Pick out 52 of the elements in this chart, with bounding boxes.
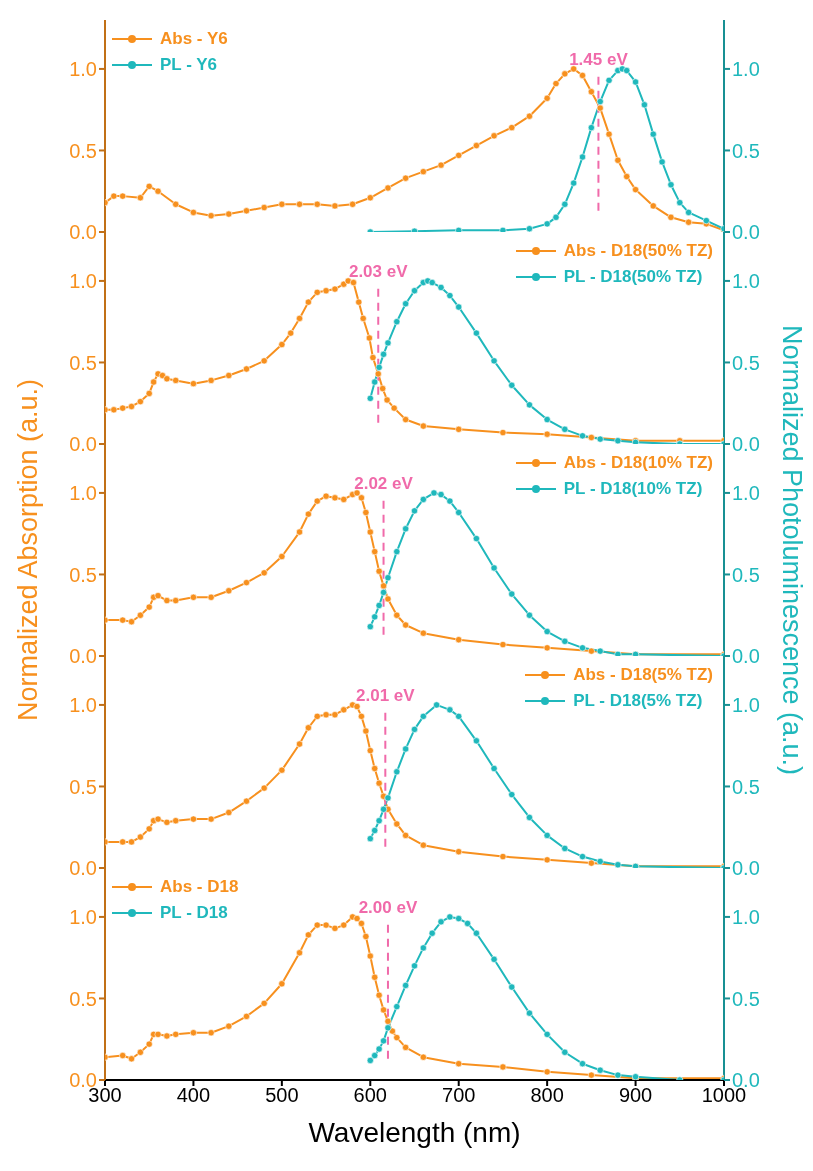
y2-tick-label: 0.5 bbox=[732, 775, 760, 798]
y-tick-label: 1.0 bbox=[69, 270, 97, 293]
y-tick-label: 0.5 bbox=[69, 775, 97, 798]
legend-label: Abs - Y6 bbox=[160, 28, 228, 50]
y2-tick-label: 0.0 bbox=[732, 645, 760, 668]
y-tick-label: 0.0 bbox=[69, 221, 97, 244]
legend-label: PL - D18(50% TZ) bbox=[563, 266, 703, 288]
y-tick-label: 0.0 bbox=[69, 433, 97, 456]
x-tick-label: 900 bbox=[618, 1084, 653, 1107]
legend-label: PL - Y6 bbox=[160, 54, 218, 76]
ref-line-label: 2.03 eV bbox=[348, 262, 409, 281]
y-tick-label: 0.5 bbox=[69, 351, 97, 374]
legend-label: PL - D18(10% TZ) bbox=[563, 478, 703, 500]
y2-tick-label: 0.5 bbox=[732, 563, 760, 586]
ref-line-label: 2.00 eV bbox=[358, 898, 418, 917]
y-tick-label: 0.5 bbox=[69, 987, 97, 1010]
x-tick-label: 400 bbox=[176, 1084, 211, 1107]
y-axis-title: Normalized Absorption (a.u.) bbox=[12, 378, 44, 722]
y2-axis-title: Normalized Photoluminescence (a.u.) bbox=[775, 324, 807, 776]
x-tick-label: 700 bbox=[442, 1084, 476, 1107]
y2-tick-label: 0.5 bbox=[732, 351, 760, 374]
x-tick-label: 800 bbox=[530, 1084, 564, 1107]
legend-label: Abs - D18(50% TZ) bbox=[563, 240, 713, 262]
x-tick-label: 600 bbox=[353, 1084, 387, 1107]
y2-tick-label: 1.0 bbox=[732, 482, 760, 505]
legend-label: Abs - D18(10% TZ) bbox=[563, 452, 713, 474]
y2-tick-label: 1.0 bbox=[732, 906, 760, 929]
y2-tick-label: 1.0 bbox=[732, 58, 760, 81]
y2-tick-label: 0.0 bbox=[732, 433, 760, 456]
x-axis-title: Wavelength (nm) bbox=[308, 1117, 521, 1148]
x-tick-label: 500 bbox=[265, 1084, 299, 1107]
ref-line-label: 2.01 eV bbox=[356, 686, 416, 705]
legend-label: Abs - D18 bbox=[160, 876, 239, 898]
ref-line-label: 2.02 eV bbox=[354, 474, 414, 493]
y2-tick-label: 1.0 bbox=[732, 694, 760, 717]
ref-line-label: 1.45 eV bbox=[569, 50, 629, 69]
y-tick-label: 0.5 bbox=[69, 563, 97, 586]
y2-tick-label: 1.0 bbox=[732, 270, 760, 293]
y2-tick-label: 0.0 bbox=[732, 221, 760, 244]
y-tick-label: 0.0 bbox=[69, 645, 97, 668]
y-tick-label: 0.0 bbox=[69, 857, 97, 880]
y-tick-label: 1.0 bbox=[69, 58, 97, 81]
legend-label: PL - D18(5% TZ) bbox=[573, 690, 703, 712]
y-tick-label: 0.5 bbox=[69, 139, 97, 162]
y-tick-label: 1.0 bbox=[69, 906, 97, 929]
legend-label: PL - D18 bbox=[160, 902, 228, 924]
y-tick-label: 1.0 bbox=[69, 694, 97, 717]
y-tick-label: 1.0 bbox=[69, 482, 97, 505]
y2-tick-label: 0.0 bbox=[732, 857, 760, 880]
legend-label: Abs - D18(5% TZ) bbox=[573, 664, 713, 686]
y2-tick-label: 0.5 bbox=[732, 987, 760, 1010]
y2-tick-label: 0.5 bbox=[732, 139, 760, 162]
